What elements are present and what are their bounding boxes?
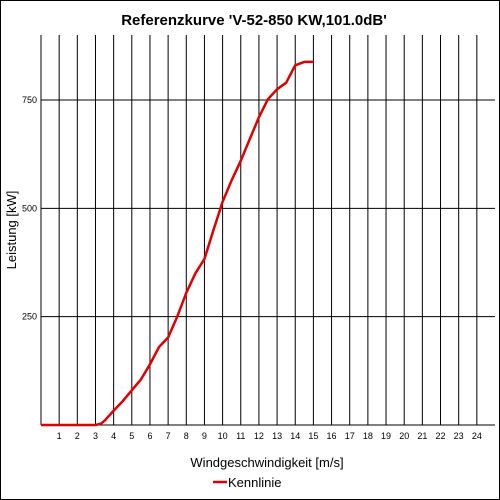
- x-tick-label: 1: [57, 431, 62, 441]
- legend-label: Kennlinie: [228, 475, 282, 490]
- x-tick-label: 2: [75, 431, 80, 441]
- x-tick-label: 9: [202, 431, 207, 441]
- x-tick-label: 10: [218, 431, 228, 441]
- x-tick-label: 24: [472, 431, 482, 441]
- grid: [40, 35, 495, 426]
- x-tick-label: 23: [454, 431, 464, 441]
- x-tick-label: 12: [254, 431, 264, 441]
- x-tick-label: 13: [272, 431, 282, 441]
- legend: Kennlinie: [213, 475, 282, 490]
- x-tick-label: 4: [111, 431, 116, 441]
- y-tick-label: 500: [22, 203, 37, 213]
- x-tick-label: 3: [93, 431, 98, 441]
- x-tick-label: 6: [147, 431, 152, 441]
- x-tick-label: 16: [327, 431, 337, 441]
- y-axis-label: Leistung [kW]: [4, 191, 19, 270]
- x-tick-label: 20: [399, 431, 409, 441]
- x-tick-label: 7: [166, 431, 171, 441]
- x-tick-label: 11: [236, 431, 245, 441]
- x-tick-label: 14: [290, 431, 300, 441]
- series-line: [41, 60, 314, 427]
- x-tick-label: 18: [363, 431, 373, 441]
- series-layer: [40, 60, 314, 427]
- chart-title: Referenzkurve 'V-52-850 KW,101.0dB': [121, 12, 387, 29]
- x-tick-label: 21: [417, 431, 427, 441]
- x-tick-label: 8: [184, 431, 189, 441]
- x-tick-label: 19: [381, 431, 391, 441]
- y-tick-label: 250: [22, 312, 37, 322]
- x-tick-label: 5: [129, 431, 134, 441]
- x-axis-label: Windgeschwindigkeit [m/s]: [190, 455, 343, 470]
- x-tick-label: 22: [436, 431, 446, 441]
- x-tick-label: 15: [308, 431, 318, 441]
- x-tick-label: 17: [345, 431, 355, 441]
- tick-labels: 1 2 3 4 5 6 7 8 9 10 11 12 13 14 15 16 17 18 19 20 21 22 23 242…: [22, 95, 482, 441]
- y-tick-label: 750: [22, 95, 37, 105]
